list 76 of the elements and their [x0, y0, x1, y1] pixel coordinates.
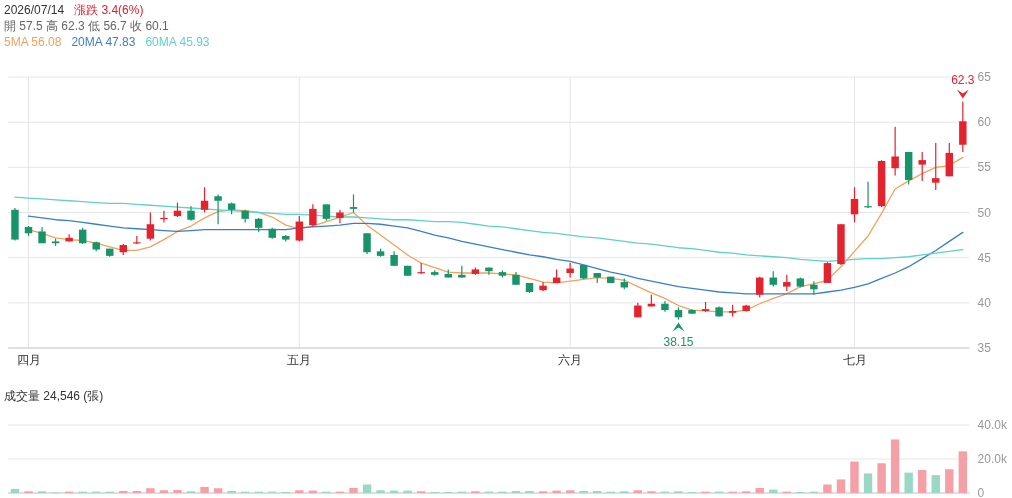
candlestick — [918, 151, 926, 182]
y-tick-label: 50 — [977, 205, 992, 220]
x-tick-label: 四月 — [16, 353, 41, 367]
bar — [863, 473, 873, 493]
candlestick — [214, 193, 222, 225]
bar — [173, 489, 182, 493]
candlestick — [363, 232, 371, 255]
candlestick — [823, 261, 832, 284]
y-tick-label: 65 — [977, 70, 992, 84]
bar — [877, 463, 886, 493]
chart-title: 成交量 24,546 (張) — [4, 389, 104, 403]
x-tick-label: 五月 — [287, 353, 312, 367]
bar — [904, 472, 913, 493]
bar — [836, 479, 846, 493]
candlestick — [146, 211, 155, 242]
annotation: 62.3 — [951, 73, 975, 88]
x-tick-label: 六月 — [558, 353, 583, 367]
candlestick — [755, 276, 764, 299]
bar — [10, 488, 20, 493]
bar — [295, 490, 304, 493]
bar — [349, 487, 358, 493]
bar — [593, 490, 602, 493]
y-tick-label: 60 — [977, 115, 992, 130]
candlestick — [566, 262, 574, 279]
bar — [958, 451, 968, 493]
candlestick — [309, 203, 317, 228]
bar — [376, 490, 385, 493]
bar — [579, 490, 588, 493]
candlestick — [539, 281, 547, 292]
text: 5MA 56.08 — [4, 35, 62, 49]
bar — [565, 490, 575, 493]
bar — [403, 490, 412, 493]
y-tick-label: 40 — [977, 295, 992, 310]
y-tick-label: 0 — [977, 486, 985, 498]
bar — [119, 490, 128, 493]
candlestick — [810, 280, 818, 296]
line-series — [14, 196, 964, 262]
bar — [931, 475, 940, 493]
candlestick — [336, 209, 344, 224]
chart-subtitle: 漲跌 3.4(6%) — [74, 3, 144, 17]
y-tick-label: 35 — [977, 341, 992, 355]
bar — [132, 490, 142, 493]
bar — [146, 488, 155, 493]
bar — [945, 469, 954, 493]
text: 60MA 45.93 — [145, 35, 210, 49]
y-tick-label: 55 — [977, 160, 992, 175]
candlestick — [200, 186, 209, 214]
candlestick — [850, 186, 859, 224]
bar — [850, 461, 859, 493]
y-tick-label: 40.0k — [977, 418, 1008, 432]
text: 開 57.5 高 62.3 低 56.7 收 60.1 — [4, 19, 170, 33]
bar — [213, 488, 223, 493]
candlestick — [932, 142, 940, 191]
bar — [823, 484, 832, 493]
candlestick — [295, 215, 304, 243]
candlestick — [349, 193, 358, 214]
bar — [200, 486, 209, 493]
bar — [159, 490, 169, 493]
x-tick-label: 七月 — [842, 353, 867, 367]
bar — [525, 490, 534, 493]
y-tick-label: 45 — [977, 250, 992, 265]
bar — [918, 470, 927, 493]
y-tick-label: 20.0k — [977, 452, 1008, 466]
bar — [511, 490, 521, 493]
candlestick — [945, 142, 954, 177]
text: 20MA 47.83 — [71, 35, 136, 49]
bar — [890, 439, 900, 493]
bar — [552, 490, 561, 493]
bar — [755, 487, 764, 493]
bar — [362, 484, 372, 493]
bar — [633, 490, 643, 493]
candlestick — [891, 126, 899, 177]
candlestick — [959, 100, 967, 153]
bar — [227, 490, 236, 493]
chart-title: 2026/07/14 — [4, 3, 65, 17]
annotation: 38.15 — [663, 334, 694, 349]
